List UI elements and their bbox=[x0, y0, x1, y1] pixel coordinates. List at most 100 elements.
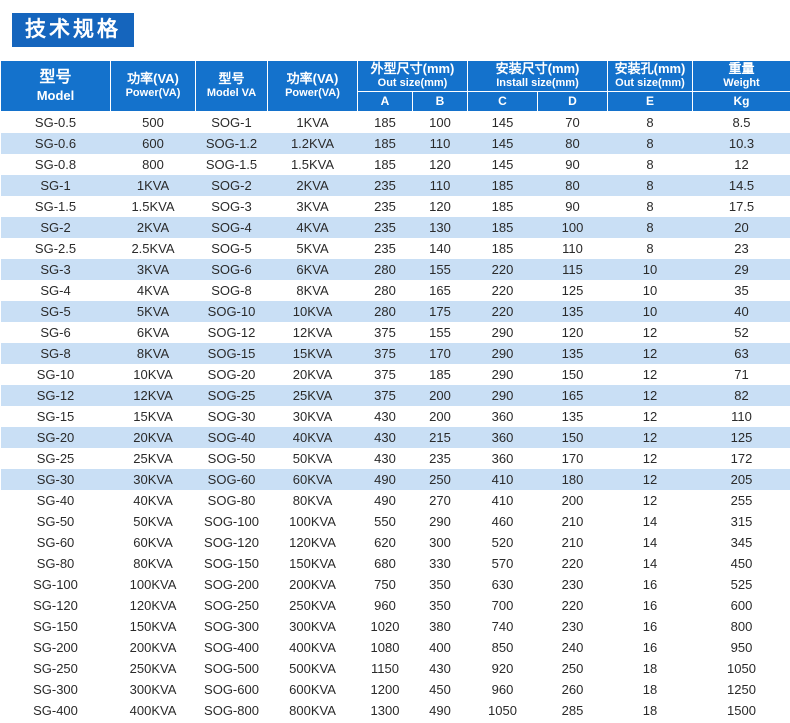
cell-dim-c: 220 bbox=[467, 279, 538, 301]
table-row: SG-250 250KVA SOG-500 500KVA 1150 430 920 250 18… bbox=[0, 657, 790, 679]
cell-hole-e: 10 bbox=[607, 258, 693, 280]
cell-power-sg: 2KVA bbox=[110, 216, 196, 238]
cell-dim-b: 200 bbox=[412, 384, 468, 406]
cell-power-sg: 8KVA bbox=[110, 342, 196, 364]
cell-hole-e: 12 bbox=[607, 426, 693, 448]
cell-dim-c: 185 bbox=[467, 195, 538, 217]
cell-power-sg: 40KVA bbox=[110, 489, 196, 511]
cell-model-sog: SOG-300 bbox=[195, 615, 268, 637]
cell-model-sog: SOG-8 bbox=[195, 279, 268, 301]
cell-dim-b: 185 bbox=[412, 363, 468, 385]
cell-model-sog: SOG-2 bbox=[195, 174, 268, 196]
header-group-outsize-en: Out size(mm) bbox=[377, 77, 448, 90]
cell-dim-b: 170 bbox=[412, 342, 468, 364]
cell-model-sg: SG-0.8 bbox=[0, 153, 111, 175]
cell-weight-kg: 172 bbox=[692, 447, 790, 469]
cell-model-sog: SOG-30 bbox=[195, 405, 268, 427]
cell-weight-kg: 600 bbox=[692, 594, 790, 616]
cell-power-sog: 80KVA bbox=[267, 489, 358, 511]
cell-power-sg: 2.5KVA bbox=[110, 237, 196, 259]
cell-model-sog: SOG-800 bbox=[195, 699, 268, 721]
cell-dim-d: 240 bbox=[537, 636, 608, 658]
table-row: SG-1.5 1.5KVA SOG-3 3KVA 235 120 185 90 8 17.5 bbox=[0, 195, 790, 217]
cell-dim-c: 290 bbox=[467, 384, 538, 406]
cell-dim-a: 430 bbox=[357, 447, 413, 469]
cell-power-sog: 5KVA bbox=[267, 237, 358, 259]
cell-dim-c: 520 bbox=[467, 531, 538, 553]
cell-dim-c: 145 bbox=[467, 132, 538, 154]
cell-dim-a: 280 bbox=[357, 258, 413, 280]
cell-power-sg: 150KVA bbox=[110, 615, 196, 637]
cell-model-sg: SG-400 bbox=[0, 699, 111, 721]
cell-dim-c: 220 bbox=[467, 300, 538, 322]
cell-dim-d: 80 bbox=[537, 174, 608, 196]
subheader-e: E bbox=[607, 90, 693, 112]
cell-power-sog: 15KVA bbox=[267, 342, 358, 364]
cell-dim-a: 375 bbox=[357, 321, 413, 343]
cell-dim-d: 250 bbox=[537, 657, 608, 679]
header-model-sog-en: Model VA bbox=[206, 87, 257, 100]
cell-model-sg: SG-3 bbox=[0, 258, 111, 280]
cell-dim-d: 90 bbox=[537, 153, 608, 175]
cell-model-sog: SOG-120 bbox=[195, 531, 268, 553]
table-row: SG-10 10KVA SOG-20 20KVA 375 185 290 150 12 71 bbox=[0, 363, 790, 385]
cell-model-sog: SOG-1.5 bbox=[195, 153, 268, 175]
table-row: SG-60 60KVA SOG-120 120KVA 620 300 520 210 14 345 bbox=[0, 531, 790, 553]
spec-table-body: SG-0.5 500 SOG-1 1KVA 185 100 145 70 8 8.5 SG-0.6 6… bbox=[0, 111, 790, 721]
cell-weight-kg: 1050 bbox=[692, 657, 790, 679]
cell-dim-b: 110 bbox=[412, 132, 468, 154]
cell-dim-d: 200 bbox=[537, 489, 608, 511]
cell-dim-a: 680 bbox=[357, 552, 413, 574]
cell-power-sg: 400KVA bbox=[110, 699, 196, 721]
cell-dim-a: 375 bbox=[357, 342, 413, 364]
table-row: SG-50 50KVA SOG-100 100KVA 550 290 460 210 14 315 bbox=[0, 510, 790, 532]
cell-hole-e: 12 bbox=[607, 384, 693, 406]
cell-weight-kg: 525 bbox=[692, 573, 790, 595]
cell-dim-b: 120 bbox=[412, 195, 468, 217]
cell-power-sg: 5KVA bbox=[110, 300, 196, 322]
cell-dim-a: 620 bbox=[357, 531, 413, 553]
cell-hole-e: 12 bbox=[607, 468, 693, 490]
cell-weight-kg: 110 bbox=[692, 405, 790, 427]
cell-power-sog: 50KVA bbox=[267, 447, 358, 469]
cell-dim-d: 135 bbox=[537, 300, 608, 322]
cell-model-sog: SOG-1 bbox=[195, 111, 268, 133]
cell-model-sog: SOG-10 bbox=[195, 300, 268, 322]
cell-power-sg: 25KVA bbox=[110, 447, 196, 469]
header-power-sog-en: Power(VA) bbox=[285, 87, 340, 100]
cell-dim-b: 350 bbox=[412, 573, 468, 595]
cell-hole-e: 12 bbox=[607, 363, 693, 385]
cell-power-sog: 8KVA bbox=[267, 279, 358, 301]
cell-weight-kg: 35 bbox=[692, 279, 790, 301]
cell-dim-a: 375 bbox=[357, 384, 413, 406]
table-row: SG-3 3KVA SOG-6 6KVA 280 155 220 115 10 29 bbox=[0, 258, 790, 280]
cell-dim-d: 90 bbox=[537, 195, 608, 217]
cell-dim-d: 115 bbox=[537, 258, 608, 280]
cell-hole-e: 16 bbox=[607, 573, 693, 595]
cell-model-sg: SG-80 bbox=[0, 552, 111, 574]
cell-dim-c: 700 bbox=[467, 594, 538, 616]
cell-dim-d: 220 bbox=[537, 594, 608, 616]
table-row: SG-400 400KVA SOG-800 800KVA 1300 490 1050 285 1… bbox=[0, 699, 790, 721]
header-group-outsize-zh: 外型尺寸(mm) bbox=[370, 61, 455, 77]
cell-power-sg: 300KVA bbox=[110, 678, 196, 700]
header-model-sg: 型号 Model bbox=[0, 60, 111, 112]
header-group-weight-zh: 重量 bbox=[728, 61, 755, 77]
cell-dim-a: 185 bbox=[357, 111, 413, 133]
cell-power-sog: 800KVA bbox=[267, 699, 358, 721]
cell-model-sog: SOG-25 bbox=[195, 384, 268, 406]
cell-power-sg: 50KVA bbox=[110, 510, 196, 532]
cell-model-sg: SG-8 bbox=[0, 342, 111, 364]
cell-weight-kg: 63 bbox=[692, 342, 790, 364]
cell-dim-a: 185 bbox=[357, 153, 413, 175]
cell-power-sg: 200KVA bbox=[110, 636, 196, 658]
cell-dim-d: 260 bbox=[537, 678, 608, 700]
cell-dim-a: 235 bbox=[357, 216, 413, 238]
cell-dim-c: 460 bbox=[467, 510, 538, 532]
cell-dim-b: 270 bbox=[412, 489, 468, 511]
cell-dim-a: 490 bbox=[357, 468, 413, 490]
table-row: SG-100 100KVA SOG-200 200KVA 750 350 630 230 16 5… bbox=[0, 573, 790, 595]
table-row: SG-30 30KVA SOG-60 60KVA 490 250 410 180 12 205 bbox=[0, 468, 790, 490]
cell-dim-d: 110 bbox=[537, 237, 608, 259]
